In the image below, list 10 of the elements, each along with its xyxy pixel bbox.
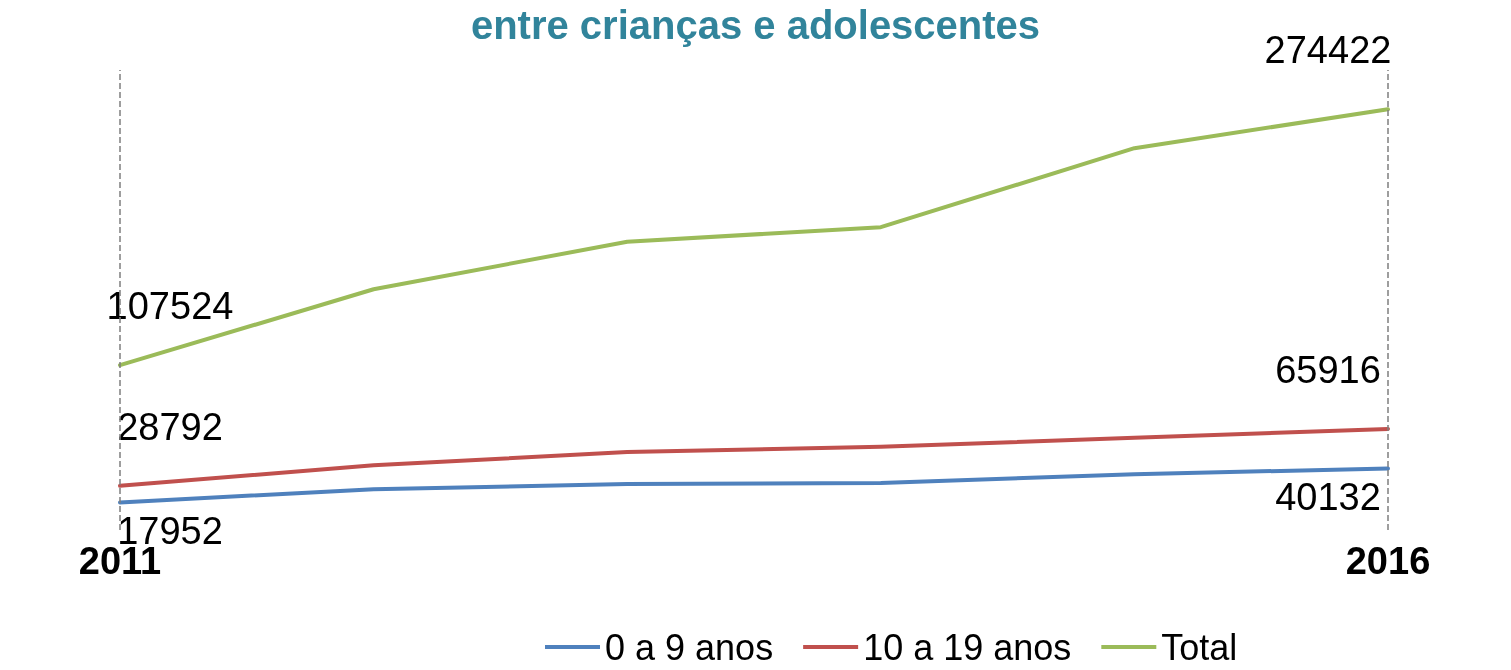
chart-title: entre crianças e adolescentes <box>470 3 1041 47</box>
data-label: 28792 <box>117 405 223 448</box>
data-label: 40132 <box>1275 476 1381 519</box>
data-label: 274422 <box>1264 29 1392 72</box>
legend-label: 10 a 19 anos <box>863 626 1072 668</box>
data-label: 107524 <box>106 285 234 328</box>
x-tick-label: 2016 <box>1345 540 1431 582</box>
legend-label: 0 a 9 anos <box>605 626 774 668</box>
legend-label: Total <box>1161 626 1238 668</box>
data-label: 65916 <box>1275 348 1381 391</box>
